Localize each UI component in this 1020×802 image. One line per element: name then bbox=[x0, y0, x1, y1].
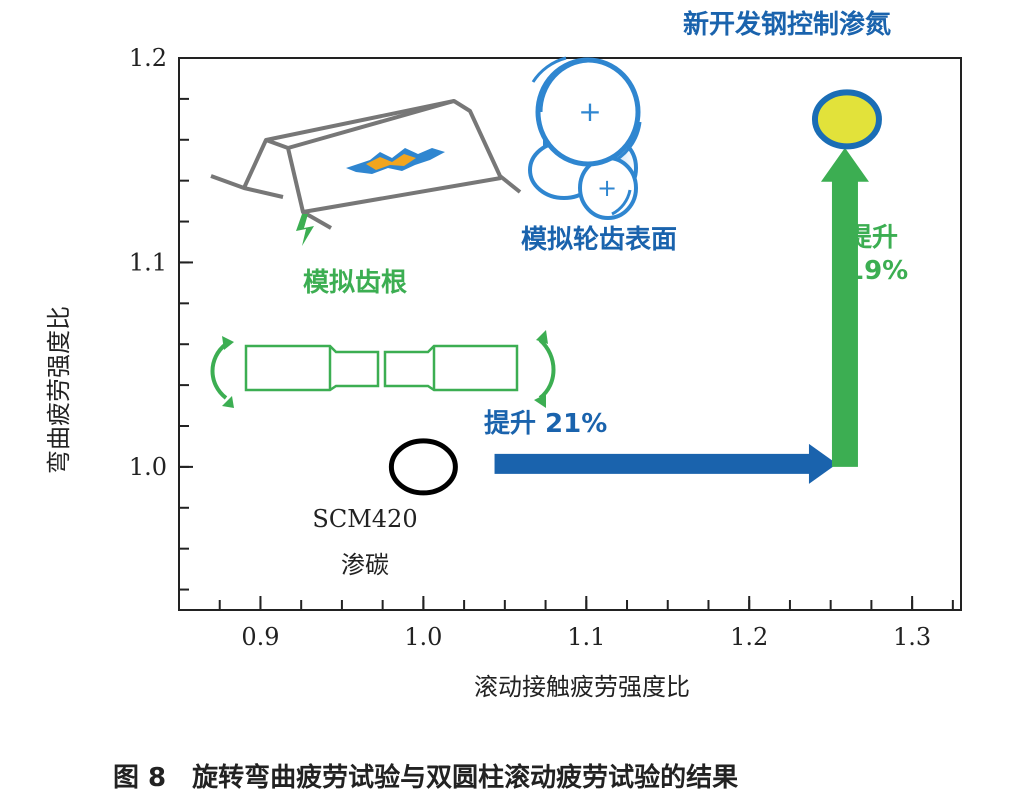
rotation-arrow-icon bbox=[536, 330, 548, 344]
plus-icon: + bbox=[597, 174, 617, 202]
improvement-arrow-horizontal bbox=[494, 443, 837, 484]
y-tick-label: 1.0 bbox=[129, 453, 167, 481]
data-point-new-steel bbox=[811, 89, 882, 150]
data-point-scm420 bbox=[388, 438, 458, 496]
plus-icon: + bbox=[578, 95, 601, 128]
rotation-arrow-icon bbox=[222, 396, 234, 408]
gear-tooth-illustration bbox=[210, 99, 522, 230]
rotation-arrow-icon bbox=[222, 336, 234, 350]
x-tick-label: 1.3 bbox=[893, 623, 931, 651]
annotation-gear-root: 模拟齿根 bbox=[303, 268, 407, 298]
arrow-label-vertical-line1: 提升 bbox=[846, 223, 898, 253]
point-label-new-steel: 新开发钢控制渗氮 bbox=[683, 9, 891, 40]
x-tick-label: 0.9 bbox=[241, 623, 279, 651]
x-tick-label: 1.1 bbox=[567, 623, 605, 651]
arrow-label-horizontal: 提升 21% bbox=[484, 409, 607, 439]
y-tick-label: 1.1 bbox=[129, 248, 167, 276]
figure-caption: 图 8 旋转弯曲疲劳试验与双圆柱滚动疲劳试验的结果 bbox=[113, 762, 738, 793]
improvement-arrow-vertical bbox=[820, 147, 869, 467]
y-axis-label: 弯曲疲劳强度比 bbox=[45, 306, 73, 474]
y-tick-label: 1.2 bbox=[129, 44, 167, 72]
x-axis-label: 滚动接触疲劳强度比 bbox=[474, 673, 690, 701]
x-tick-label: 1.0 bbox=[404, 623, 442, 651]
annotation-tooth-surface: 模拟轮齿表面 bbox=[521, 225, 677, 255]
point-label-scm420-line1: SCM420 bbox=[312, 505, 417, 533]
specimen-illustration bbox=[244, 344, 519, 392]
point-label-scm420-line2: 渗碳 bbox=[341, 551, 389, 579]
plot-frame bbox=[178, 57, 962, 611]
crack-mark bbox=[346, 148, 445, 174]
roller-illustration bbox=[528, 56, 642, 220]
arrow-label-vertical-line2: 19% bbox=[846, 256, 908, 286]
x-tick-label: 1.2 bbox=[730, 623, 768, 651]
axis-tick-labels: 1.0 1.1 1.2 0.9 1.0 1.1 1.2 1.3 bbox=[129, 44, 931, 651]
rotation-arrow-icon bbox=[210, 338, 556, 400]
rotation-arrow-icon bbox=[534, 394, 546, 408]
axis-ticks bbox=[179, 57, 954, 610]
lightning-icon bbox=[296, 214, 314, 246]
